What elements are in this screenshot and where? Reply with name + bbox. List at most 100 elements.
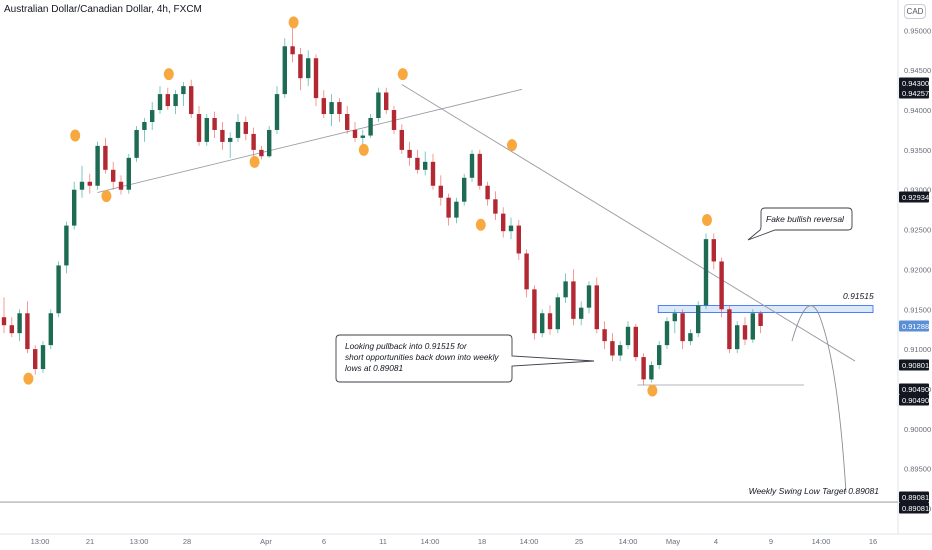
swing-point-marker xyxy=(70,129,81,142)
candle-body xyxy=(48,313,53,346)
y-tick-label: 0.90000 xyxy=(904,425,931,434)
candle-body xyxy=(352,129,358,138)
candle-body xyxy=(212,118,217,130)
candle-body xyxy=(649,365,654,380)
price-tag xyxy=(899,502,929,514)
candle-body xyxy=(17,313,22,334)
candle-body xyxy=(142,121,147,130)
candle-body xyxy=(329,102,334,115)
y-tick-label: 0.91500 xyxy=(904,305,931,314)
candle-body xyxy=(477,153,482,186)
x-tick-label: 6 xyxy=(322,537,326,546)
candle-body xyxy=(579,307,584,319)
candle-body xyxy=(157,94,163,111)
candle-body xyxy=(111,169,116,182)
candle-body xyxy=(376,92,381,119)
candle-body xyxy=(532,289,537,334)
y-tick-label: 0.89500 xyxy=(904,465,931,474)
candle-body xyxy=(633,326,638,358)
candle-body xyxy=(33,349,38,370)
candle-body xyxy=(571,281,576,319)
candle-body xyxy=(680,313,685,342)
x-tick-label: 28 xyxy=(183,537,191,546)
price-tag-text: 0.90490 xyxy=(902,396,929,405)
x-tick-label: 13:00 xyxy=(31,537,50,546)
price-tag xyxy=(899,191,929,203)
candle-body xyxy=(345,114,350,130)
candle-body xyxy=(719,261,724,310)
axis-layer: 0.95000 0.94500 0.94000 0.93500 0.93000 0.925… xyxy=(31,26,932,546)
candle-body xyxy=(1,317,7,326)
candle-body xyxy=(711,239,716,262)
candle-body xyxy=(688,333,693,342)
candle-body xyxy=(750,313,755,340)
swing-point-marker xyxy=(23,372,34,385)
x-tick-label: 13:00 xyxy=(130,537,149,546)
pullback-note-line: short opportunities back down into weekl… xyxy=(345,352,499,362)
candle-body xyxy=(259,149,264,157)
x-tick-label: 21 xyxy=(86,537,94,546)
swing-point-marker xyxy=(475,218,486,231)
projection-path xyxy=(791,305,847,493)
x-tick-label: 14:00 xyxy=(520,537,539,546)
x-tick-label: 14:00 xyxy=(619,537,638,546)
candle-body xyxy=(368,118,373,136)
candle-body xyxy=(547,313,553,330)
price-tag xyxy=(899,394,929,406)
price-tag-text: 0.89081 xyxy=(902,504,929,513)
candle-body xyxy=(563,281,568,298)
price-tag-text: 0.90490 xyxy=(902,385,929,394)
candle-body xyxy=(641,357,646,380)
candle-body xyxy=(306,58,311,79)
grid-layer xyxy=(0,0,932,535)
swing-point-marker xyxy=(647,384,658,397)
swing-point-marker xyxy=(249,155,260,168)
candle-body xyxy=(462,177,467,202)
trendline-layer xyxy=(0,84,898,503)
price-tag-text: 0.92934 xyxy=(902,193,929,202)
swing-point-marker xyxy=(702,213,712,226)
candle-body xyxy=(555,297,560,330)
level-label: 0.91515 xyxy=(843,291,874,301)
zone-layer xyxy=(657,305,874,313)
y-tick-label: 0.91000 xyxy=(904,345,931,354)
candle-body xyxy=(9,325,14,334)
swing-point-marker xyxy=(397,68,408,81)
candle-body xyxy=(165,94,170,107)
candle-body xyxy=(40,345,46,370)
candle-body xyxy=(204,118,209,142)
y-tick-label: 0.93000 xyxy=(904,186,931,195)
resistance-zone xyxy=(657,305,874,313)
swing-point-marker xyxy=(507,139,517,152)
price-tag xyxy=(899,77,929,89)
y-tick-label: 0.94000 xyxy=(904,106,931,115)
candle-body xyxy=(173,94,178,107)
y-tick-label: 0.94500 xyxy=(904,66,931,75)
candle-body xyxy=(657,345,662,366)
candle-body xyxy=(446,197,451,218)
candle-body xyxy=(454,201,459,218)
pullback-note-callout xyxy=(335,334,595,383)
candle-body xyxy=(696,305,701,334)
candle-body xyxy=(594,285,599,330)
price-tag xyxy=(899,87,929,99)
candle-body xyxy=(220,129,225,142)
candle-body xyxy=(430,161,436,186)
candle-body xyxy=(485,185,490,200)
candle-body xyxy=(423,161,428,170)
price-tag-text: 0.94257 xyxy=(902,89,929,98)
currency-button[interactable]: CAD xyxy=(904,4,926,19)
candle-body xyxy=(251,133,256,150)
candle-body xyxy=(407,149,412,158)
candle-body xyxy=(290,46,295,55)
candle-body xyxy=(25,313,30,350)
candle-body xyxy=(150,110,155,122)
candle-body xyxy=(79,181,85,190)
x-tick-label: 4 xyxy=(714,537,718,546)
fake-reversal-callout xyxy=(747,207,853,241)
candle-body xyxy=(469,153,475,178)
y-tick-label: 0.92500 xyxy=(904,226,931,235)
candle-body xyxy=(56,265,61,314)
